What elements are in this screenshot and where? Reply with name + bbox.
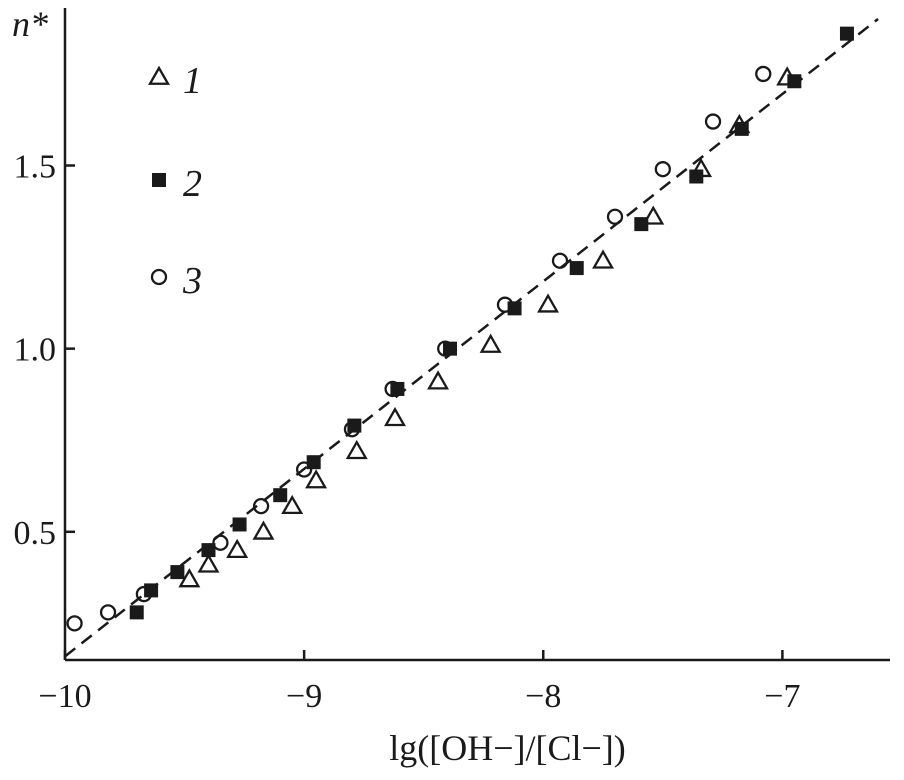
fit-line	[64, 18, 879, 658]
data-point-series-1-triangle-point	[305, 469, 328, 489]
data-point-series-3-circle-point	[755, 65, 772, 83]
data-point-series-2-square-point	[689, 169, 704, 184]
legend: 1 2 3	[148, 60, 202, 302]
data-point-series-1-triangle-point	[592, 249, 615, 269]
data-point-series-3-circle-point	[496, 296, 514, 313]
data-point-series-3-circle-point	[212, 534, 229, 551]
data-point-series-2-square-point	[569, 261, 584, 276]
axis-ticks: −10 −9 −8 −7 0.5 1.0 1.5	[14, 149, 801, 715]
legend-marker-3	[150, 268, 168, 286]
data-point-series-2-square-point	[634, 217, 649, 232]
data-point-series-3-circle-point	[343, 421, 361, 438]
legend-label-3: 3	[182, 260, 202, 302]
x-tick-label: −7	[764, 678, 800, 715]
data-point-series-2-square-point	[839, 26, 854, 41]
x-tick-label: −8	[525, 678, 561, 715]
data-point-series-3-circle-point	[654, 161, 671, 178]
y-axis-label: n*	[12, 4, 48, 44]
data-point-series-3-circle-point	[135, 585, 153, 603]
x-tick-label: −10	[38, 678, 91, 715]
data-point-series-1-triangle-point	[642, 205, 665, 225]
data-point-series-3-circle-point	[99, 604, 117, 621]
data-point-series-3-circle-point	[252, 498, 270, 515]
data-point-series-2-square-point	[170, 565, 185, 580]
data-point-series-3-circle-point	[704, 113, 722, 130]
data-point-series-1-triangle-point	[479, 333, 502, 353]
data-points	[66, 26, 854, 632]
legend-marker-1	[148, 65, 170, 85]
data-point-series-1-triangle-point	[197, 553, 220, 573]
data-point-series-2-square-point	[232, 517, 247, 532]
data-point-series-3-circle-point	[437, 340, 454, 357]
data-point-series-2-square-point	[787, 74, 802, 89]
data-point-series-1-triangle-point	[252, 520, 275, 540]
data-point-series-3-circle-point	[66, 615, 83, 632]
legend-label-1: 1	[183, 60, 202, 102]
data-point-series-2-square-point	[201, 543, 216, 558]
data-point-series-3-circle-point	[295, 461, 313, 478]
x-tick-label: −9	[286, 678, 322, 715]
data-point-series-2-square-point	[306, 455, 321, 470]
axes	[63, 8, 890, 662]
data-point-series-1-triangle-point	[226, 538, 249, 559]
y-tick-label: 1.5	[14, 149, 57, 186]
fit-line-group	[64, 18, 879, 658]
data-point-series-1-triangle-point	[427, 370, 450, 390]
data-point-series-1-triangle-point	[384, 406, 406, 427]
data-point-series-1-triangle-point	[537, 293, 560, 313]
data-point-series-1-triangle-point	[345, 439, 368, 460]
data-point-series-1-triangle-point	[281, 494, 304, 515]
data-point-series-3-circle-point	[384, 380, 401, 398]
data-point-series-2-square-point	[129, 605, 144, 620]
legend-marker-2	[152, 173, 166, 187]
y-tick-label: 0.5	[14, 515, 57, 552]
x-axis-label: lg([OH−]/[Cl−])	[389, 728, 626, 768]
data-point-series-3-circle-point	[606, 208, 624, 225]
data-point-series-2-square-point	[443, 341, 457, 356]
y-tick-label: 1.0	[14, 332, 57, 369]
data-point-series-3-circle-point	[551, 252, 569, 269]
legend-label-2: 2	[183, 163, 202, 205]
data-point-series-2-square-point	[273, 488, 288, 503]
data-point-series-1-triangle-point	[178, 568, 201, 588]
data-point-series-2-square-point	[734, 121, 749, 136]
data-point-series-2-square-point	[390, 381, 405, 396]
